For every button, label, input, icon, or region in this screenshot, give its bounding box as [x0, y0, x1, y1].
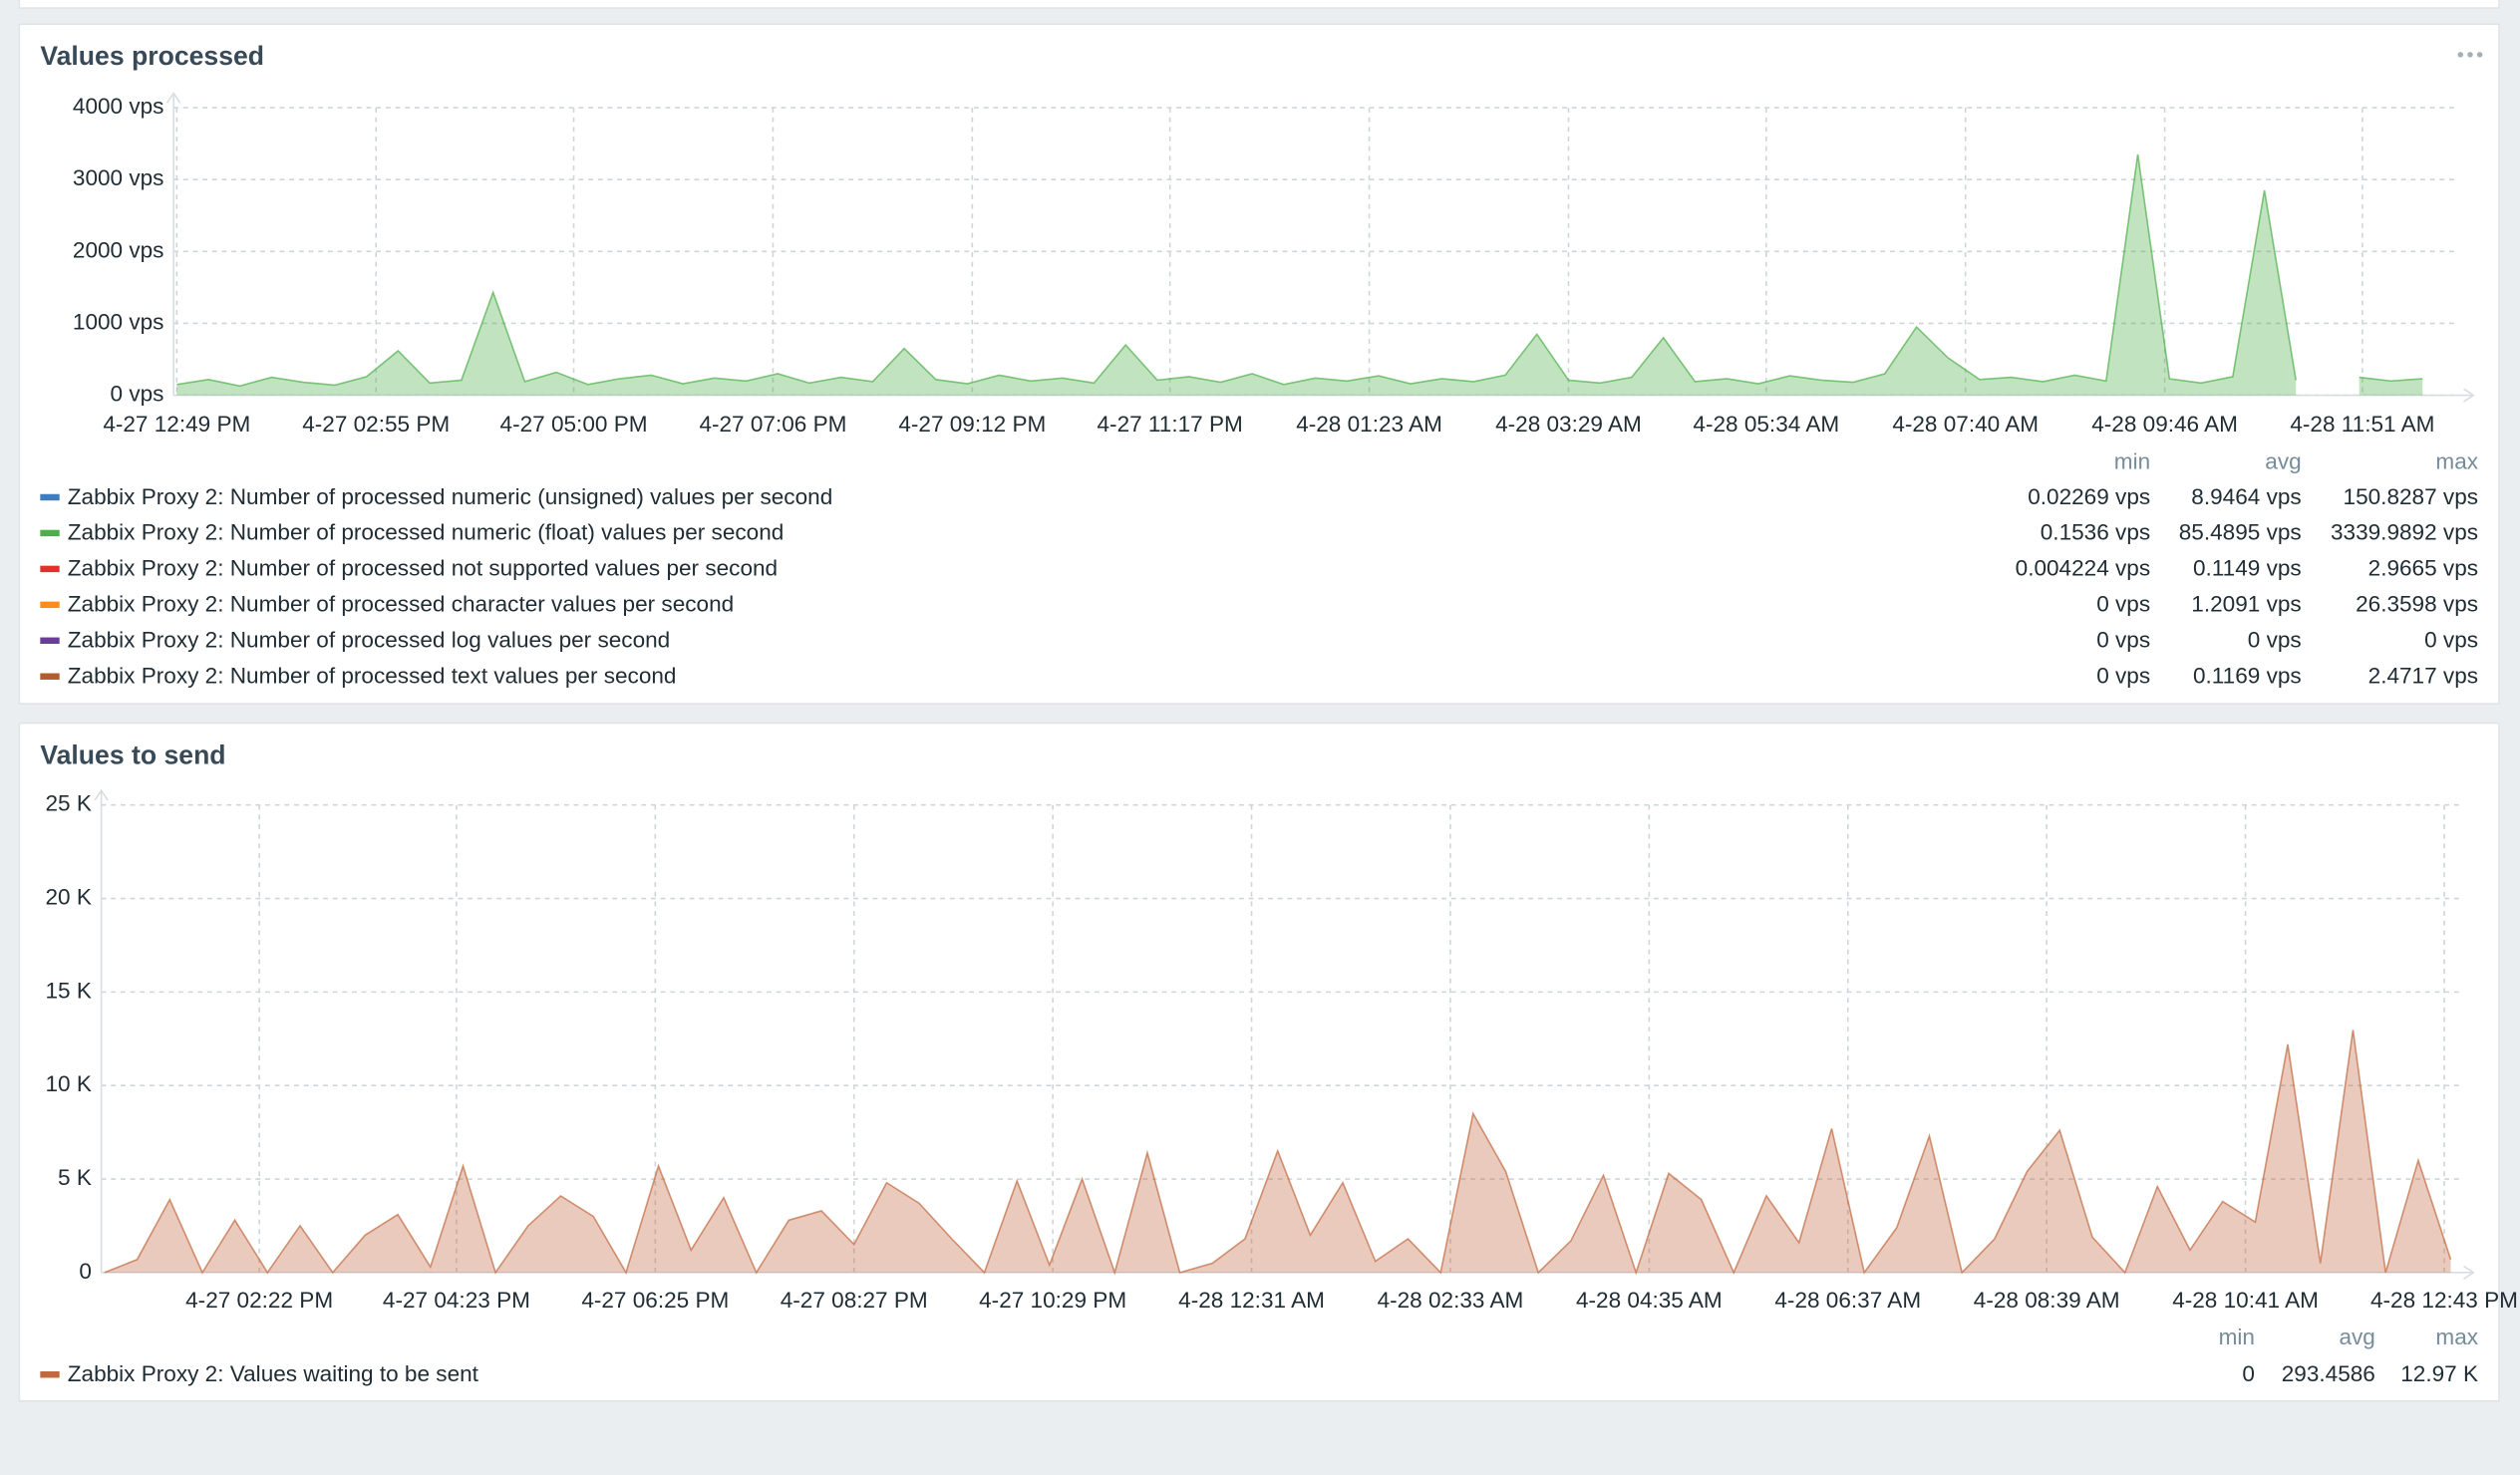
x-tick-label: 4-28 11:51 AM	[2290, 412, 2434, 437]
x-tick-label: 4-27 07:06 PM	[699, 412, 846, 437]
legend-label: Zabbix Proxy 2: Number of processed char…	[68, 592, 734, 617]
legend-stat: 0.1149 vps	[2193, 556, 2302, 581]
x-tick-label: 4-27 05:00 PM	[500, 412, 648, 437]
x-tick-label: 4-28 09:46 AM	[2091, 412, 2238, 437]
x-tick-label: 4-27 09:12 PM	[898, 412, 1046, 437]
x-tick-label: 4-28 10:41 AM	[2172, 1288, 2319, 1313]
widget-menu[interactable]	[2457, 52, 2483, 58]
legend-swatch	[40, 493, 60, 501]
legend-swatch	[40, 1371, 60, 1378]
x-tick-label: 4-28 06:37 AM	[1774, 1288, 1921, 1313]
widget-title: Values to send	[40, 739, 225, 769]
x-tick-label: 4-28 12:31 AM	[1178, 1288, 1325, 1313]
series-area	[176, 153, 2423, 396]
x-tick-label: 4-27 11:17 PM	[1098, 412, 1243, 437]
y-tick-label: 0	[79, 1259, 92, 1284]
x-tick-label: 4-28 01:23 AM	[1296, 412, 1442, 437]
x-tick-label: 4-27 02:22 PM	[185, 1288, 333, 1313]
x-tick-label: 4-28 05:34 AM	[1693, 412, 1839, 437]
x-tick-label: 4-28 12:43 PM	[2370, 1288, 2518, 1313]
y-tick-label: 25 K	[46, 791, 92, 816]
legend-stat: 293.4586	[2282, 1361, 2375, 1386]
legend-stat: 0.004224 vps	[2016, 556, 2150, 581]
legend-stat: 2.9665 vps	[2368, 556, 2478, 581]
y-tick-label: 20 K	[46, 885, 92, 910]
y-tick-label: 5 K	[58, 1165, 92, 1190]
legend-label: Zabbix Proxy 2: Values waiting to be sen…	[68, 1361, 479, 1386]
legend-swatch	[40, 601, 60, 609]
y-tick-label: 10 K	[46, 1071, 92, 1096]
legend-stat: 0 vps	[2424, 628, 2478, 653]
x-tick-label: 4-27 12:49 PM	[103, 412, 250, 437]
previous-widget	[18, 0, 2500, 9]
series-line	[176, 153, 2423, 388]
legend-header: avg	[2265, 448, 2301, 473]
x-tick-label: 4-28 03:29 AM	[1495, 412, 1642, 437]
axis-arrow	[2463, 388, 2475, 403]
legend-stat: 12.97 K	[2400, 1361, 2478, 1386]
y-tick-label: 4000 vps	[73, 94, 164, 119]
x-tick-label: 4-27 08:27 PM	[781, 1288, 928, 1313]
widget-panel	[18, 722, 2500, 1402]
axis-arrow	[2463, 1265, 2475, 1280]
legend-header: avg	[2339, 1325, 2374, 1349]
legend-stat: 85.4895 vps	[2179, 520, 2302, 545]
legend-label: Zabbix Proxy 2: Number of processed text…	[68, 664, 677, 689]
legend-header: min	[2219, 1325, 2255, 1349]
legend-label: Zabbix Proxy 2: Number of processed log …	[68, 628, 670, 653]
legend-stat: 3339.9892 vps	[2331, 520, 2478, 545]
legend-label: Zabbix Proxy 2: Number of processed not …	[68, 556, 778, 581]
x-tick-label: 4-27 06:25 PM	[581, 1288, 729, 1313]
y-tick-label: 1000 vps	[73, 309, 164, 334]
widget-title: Values processed	[40, 41, 264, 71]
legend-stat: 1.2091 vps	[2191, 592, 2301, 617]
x-tick-label: 4-27 02:55 PM	[302, 412, 450, 437]
legend-stat: 150.8287 vps	[2344, 484, 2479, 509]
x-tick-label: 4-27 10:29 PM	[979, 1288, 1126, 1313]
x-tick-label: 4-28 07:40 AM	[1892, 412, 2039, 437]
legend-stat: 0.1536 vps	[2041, 520, 2150, 545]
legend-stat: 8.9464 vps	[2191, 484, 2301, 509]
y-tick-label: 3000 vps	[73, 165, 164, 190]
widget-panel	[18, 23, 2500, 705]
y-tick-label: 2000 vps	[73, 237, 164, 262]
x-tick-label: 4-28 02:33 AM	[1378, 1288, 1524, 1313]
legend-swatch	[40, 529, 60, 537]
x-tick-label: 4-28 08:39 AM	[1974, 1288, 2120, 1313]
y-tick-label: 0 vps	[111, 382, 164, 407]
legend-stat: 2.4717 vps	[2368, 664, 2478, 689]
legend-stat: 0 vps	[2248, 628, 2302, 653]
legend-label: Zabbix Proxy 2: Number of processed nume…	[68, 484, 833, 509]
legend-stat: 0 vps	[2096, 664, 2150, 689]
x-tick-label: 4-28 04:35 AM	[1576, 1288, 1723, 1313]
legend-stat: 26.3598 vps	[2356, 592, 2478, 617]
legend-header: max	[2435, 448, 2478, 473]
series-line	[104, 1030, 2452, 1276]
axis-arrow	[94, 788, 109, 801]
legend-swatch	[40, 565, 60, 573]
legend-stat: 0 vps	[2096, 628, 2150, 653]
legend-swatch	[40, 637, 60, 645]
legend-label: Zabbix Proxy 2: Number of processed nume…	[68, 520, 785, 545]
legend-header: min	[2114, 448, 2150, 473]
legend-stat: 0	[2242, 1361, 2255, 1386]
legend-stat: 0 vps	[2096, 592, 2150, 617]
legend-stat: 0.02269 vps	[2028, 484, 2150, 509]
axis-arrow	[166, 92, 181, 104]
legend-swatch	[40, 673, 60, 680]
y-tick-label: 15 K	[46, 978, 92, 1003]
legend-header: max	[2435, 1325, 2478, 1349]
legend-stat: 0.1169 vps	[2193, 664, 2302, 689]
x-tick-label: 4-27 04:23 PM	[383, 1288, 530, 1313]
